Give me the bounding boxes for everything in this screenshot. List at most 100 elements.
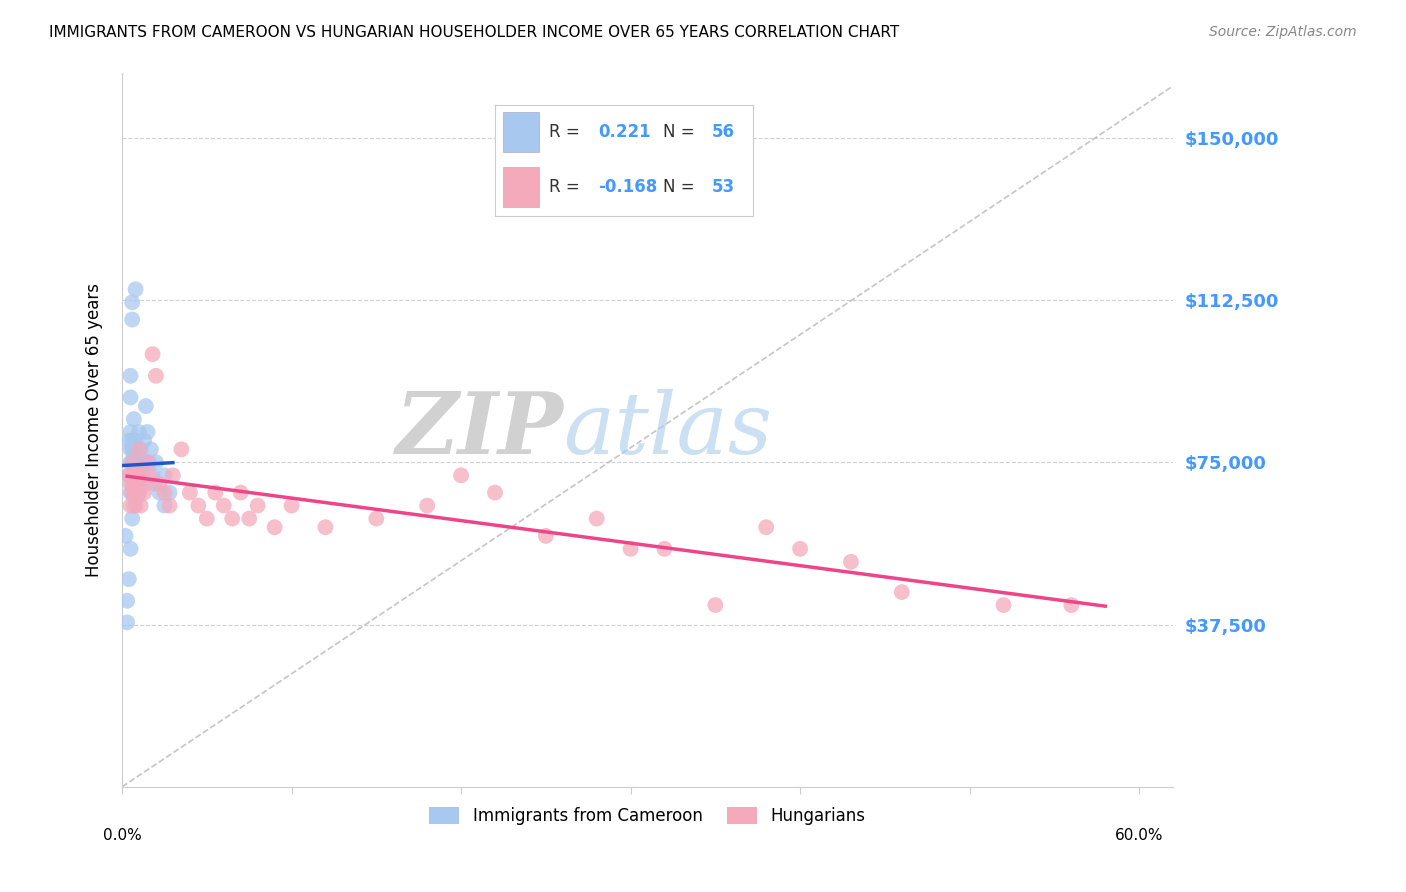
Point (120, 485, 142, 500)
Point (148, 477, 170, 491)
Point (122, 468, 145, 483)
Point (124, 468, 146, 483)
Point (127, 468, 149, 483)
Text: ZIP: ZIP (395, 388, 564, 472)
Point (120, 368, 142, 383)
Point (118, 468, 141, 483)
Point (124, 485, 146, 500)
Point (135, 455, 157, 469)
Text: 0.0%: 0.0% (103, 828, 142, 843)
Point (121, 477, 143, 491)
Point (124, 282, 146, 296)
Point (129, 499, 152, 513)
Point (142, 468, 165, 483)
Y-axis label: Householder Income Over 65 years: Householder Income Over 65 years (86, 283, 103, 577)
Point (120, 477, 142, 491)
Point (148, 485, 170, 500)
Point (143, 477, 166, 491)
Point (132, 434, 155, 448)
Point (122, 499, 145, 513)
Point (121, 295, 143, 310)
Point (121, 442, 143, 457)
Point (121, 434, 143, 448)
Text: 60.0%: 60.0% (1115, 828, 1163, 843)
Point (128, 425, 150, 439)
Point (416, 499, 439, 513)
Point (122, 477, 145, 491)
Point (121, 468, 143, 483)
Point (654, 541, 676, 556)
Point (534, 529, 557, 543)
Legend: Immigrants from Cameroon, Hungarians: Immigrants from Cameroon, Hungarians (423, 800, 873, 832)
Point (120, 425, 142, 439)
Point (993, 598, 1015, 612)
Point (115, 593, 138, 607)
Point (204, 485, 226, 500)
Point (122, 412, 145, 426)
Point (120, 455, 142, 469)
Point (145, 368, 167, 383)
Point (124, 442, 146, 457)
Point (755, 520, 778, 534)
Point (121, 511, 143, 525)
Point (153, 499, 176, 513)
Point (159, 499, 181, 513)
Point (484, 485, 506, 500)
Point (221, 511, 243, 525)
Point (121, 468, 143, 483)
Point (127, 490, 149, 504)
Point (138, 468, 160, 483)
Point (129, 442, 152, 457)
Point (314, 520, 336, 534)
Point (131, 468, 153, 483)
Point (280, 499, 302, 513)
Point (122, 434, 145, 448)
Point (789, 541, 811, 556)
Point (122, 442, 145, 457)
Point (121, 455, 143, 469)
Point (120, 541, 142, 556)
Point (246, 499, 269, 513)
Point (450, 468, 472, 483)
Point (195, 511, 218, 525)
Point (135, 399, 157, 413)
Point (839, 555, 862, 569)
Point (585, 511, 607, 525)
Point (128, 485, 150, 500)
Point (128, 485, 150, 500)
Point (138, 455, 160, 469)
Point (120, 499, 142, 513)
Point (129, 477, 152, 491)
Point (890, 585, 912, 599)
Point (142, 347, 165, 361)
Point (127, 455, 149, 469)
Point (135, 477, 157, 491)
Point (229, 485, 252, 500)
Point (153, 485, 176, 500)
Point (153, 468, 176, 483)
Point (120, 442, 142, 457)
Point (263, 520, 285, 534)
Point (121, 485, 143, 500)
Point (212, 499, 235, 513)
Point (132, 455, 155, 469)
Point (124, 477, 146, 491)
Point (179, 485, 201, 500)
Text: Source: ZipAtlas.com: Source: ZipAtlas.com (1209, 25, 1357, 39)
Point (366, 511, 388, 525)
Point (124, 499, 146, 513)
Point (139, 442, 162, 457)
Point (187, 499, 209, 513)
Text: atlas: atlas (564, 389, 772, 471)
Point (121, 312, 143, 326)
Point (132, 485, 155, 500)
Point (122, 455, 145, 469)
Point (121, 485, 143, 500)
Text: IMMIGRANTS FROM CAMEROON VS HUNGARIAN HOUSEHOLDER INCOME OVER 65 YEARS CORRELATI: IMMIGRANTS FROM CAMEROON VS HUNGARIAN HO… (49, 25, 900, 40)
Point (115, 615, 138, 630)
Point (159, 485, 181, 500)
Point (128, 442, 150, 457)
Point (131, 468, 153, 483)
Point (124, 434, 146, 448)
Point (619, 541, 641, 556)
